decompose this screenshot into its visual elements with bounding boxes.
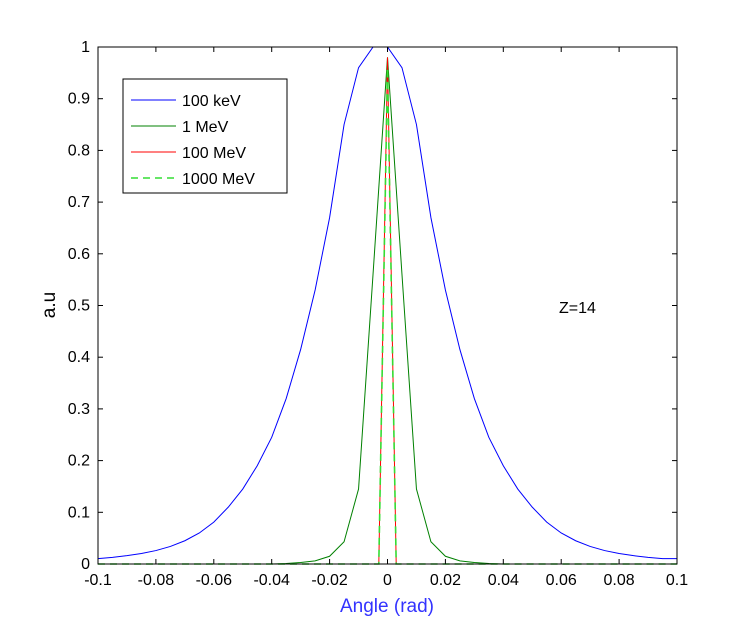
- y-tick-label: 0.7: [68, 194, 90, 211]
- x-axis-label: Angle (rad): [340, 596, 434, 617]
- y-tick-label: 0.1: [68, 504, 90, 521]
- legend: 100 keV 1 MeV 100 MeV 1000 MeV: [122, 78, 288, 194]
- annotation-z: Z=14: [559, 300, 596, 317]
- y-tick-label: 0.4: [68, 349, 90, 366]
- y-tick-label: 0.5: [68, 298, 90, 315]
- x-tick-label: -0.02: [311, 572, 348, 589]
- legend-box: [122, 78, 288, 194]
- legend-label-2: 100 MeV: [182, 145, 246, 162]
- x-tick-label: -0.04: [253, 572, 290, 589]
- x-tick-labels: -0.1 -0.08 -0.06 -0.04 -0.02 0 0.02 0.04 0.06 0.0…: [84, 572, 688, 589]
- x-tick-label: -0.1: [84, 572, 112, 589]
- x-tick-label: 0.02: [430, 572, 461, 589]
- y-tick-label: 0.8: [68, 142, 90, 159]
- y-tick-labels: 0 0.1 0.2 0.3 0.4 0.5 0.6 0.7 0.8 0.9 1: [68, 39, 90, 573]
- x-tick-label: 0.04: [488, 572, 519, 589]
- x-tick-label: 0.06: [546, 572, 577, 589]
- y-tick-label: 0.3: [68, 401, 90, 418]
- ticks-layer: [97, 46, 678, 565]
- legend-label-1: 1 MeV: [182, 119, 229, 136]
- y-tick-label: 0.9: [68, 91, 90, 108]
- x-tick-label: 0.08: [604, 572, 635, 589]
- y-tick-label: 0: [81, 556, 90, 573]
- legend-label-0: 100 keV: [182, 93, 241, 110]
- legend-label-3: 1000 MeV: [182, 171, 255, 188]
- y-tick-label: 0.6: [68, 246, 90, 263]
- x-tick-label: -0.06: [196, 572, 233, 589]
- x-tick-label: 0: [383, 572, 392, 589]
- y-axis-label: a.u: [39, 292, 60, 318]
- y-tick-label: 0.2: [68, 453, 90, 470]
- x-tick-label: 0.1: [666, 572, 688, 589]
- y-tick-label: 1: [81, 39, 90, 56]
- x-tick-label: -0.08: [138, 572, 175, 589]
